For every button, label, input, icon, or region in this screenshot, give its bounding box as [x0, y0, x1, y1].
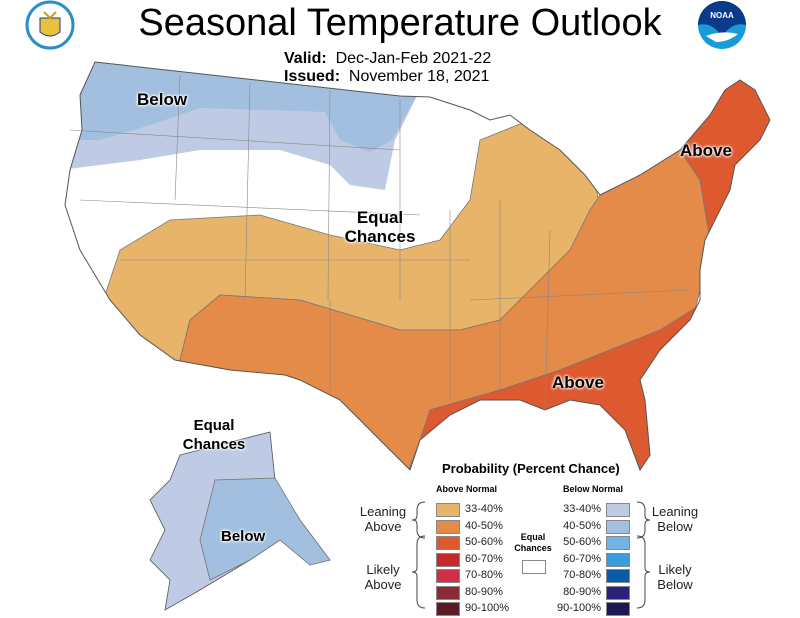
legend-above-header: Above Normal	[436, 484, 498, 494]
label-above-southeast: Above	[552, 373, 604, 392]
legend-likely-above: Likely Above	[364, 562, 402, 592]
legend-range-below-0: 33-40%	[563, 503, 601, 515]
legend-range-below-2: 50-60%	[563, 536, 601, 548]
valid-line: Valid: Dec-Jan-Feb 2021-22	[284, 50, 491, 68]
conus-outline	[64, 61, 771, 472]
legend-range-above-4: 70-80%	[465, 569, 503, 581]
legend-equal-label: Equal Chances	[514, 532, 552, 553]
svg-text:NOAA: NOAA	[710, 11, 734, 20]
legend-likely-below: Likely Below	[657, 562, 693, 592]
issued-label: Issued:	[284, 68, 341, 85]
legend-range-above-0: 33-40%	[465, 503, 503, 515]
legend-range-above-6: 90-100%	[465, 602, 510, 614]
legend-range-below-1: 40-50%	[563, 519, 601, 532]
legend-equal-swatch	[522, 560, 546, 574]
legend-range-below-5: 80-90%	[563, 585, 601, 598]
legend-swatch-above-5	[436, 585, 460, 600]
state-borders	[69, 74, 691, 411]
valid-value: Dec-Jan-Feb 2021-22	[335, 50, 492, 67]
issued-value: November 18, 2021	[348, 68, 490, 85]
label-equal-chances: Equal Chances	[344, 208, 416, 246]
legend-range-below-4: 70-80%	[563, 569, 601, 581]
legend-range-above-1: 40-50%	[465, 519, 503, 532]
legend-swatch-below-5	[606, 585, 630, 600]
legend-range-above-3: 60-70%	[465, 552, 503, 565]
legend-leaning-above: Leaning Above	[359, 504, 407, 534]
legend-swatch-below-3	[606, 552, 630, 567]
legend-swatch-above-3	[436, 552, 460, 567]
legend-swatch-below-4	[606, 569, 630, 583]
legend-range-above-2: 50-60%	[465, 536, 503, 548]
commerce-logo	[25, 0, 75, 50]
legend-swatch-below-0	[606, 503, 630, 517]
label-equal-chances-alaska: Equal Chances	[182, 417, 246, 453]
legend-range-above-5: 80-90%	[465, 585, 503, 598]
issued-line: Issued: November 18, 2021	[284, 68, 489, 86]
region-below-40-50	[65, 62, 420, 152]
label-below-northwest: Below	[137, 90, 188, 109]
alaska	[149, 431, 331, 611]
legend-swatch-above-2	[436, 536, 460, 550]
legend-range-below-3: 60-70%	[563, 552, 601, 565]
label-below-alaska: Below	[221, 528, 266, 545]
legend-swatch-above-4	[436, 569, 460, 583]
page-title: Seasonal Temperature Outlook	[138, 2, 662, 44]
legend-swatch-above-6	[436, 602, 460, 616]
noaa-logo: NOAA	[698, 1, 746, 49]
legend-below-header: Below Normal	[563, 484, 624, 494]
legend-braces	[411, 501, 651, 609]
legend-swatch-below-1	[606, 519, 630, 534]
valid-label: Valid:	[284, 50, 327, 67]
legend-title: Probability (Percent Chance)	[442, 461, 620, 476]
legend-range-below-6: 90-100%	[556, 602, 601, 614]
legend-leaning-below: Leaning Below	[651, 504, 699, 534]
label-above-northeast: Above	[680, 141, 732, 160]
legend-swatch-above-0	[436, 503, 460, 517]
legend-swatch-below-2	[606, 536, 630, 550]
legend-swatch-below-6	[606, 602, 630, 616]
legend-swatch-above-1	[436, 519, 460, 534]
